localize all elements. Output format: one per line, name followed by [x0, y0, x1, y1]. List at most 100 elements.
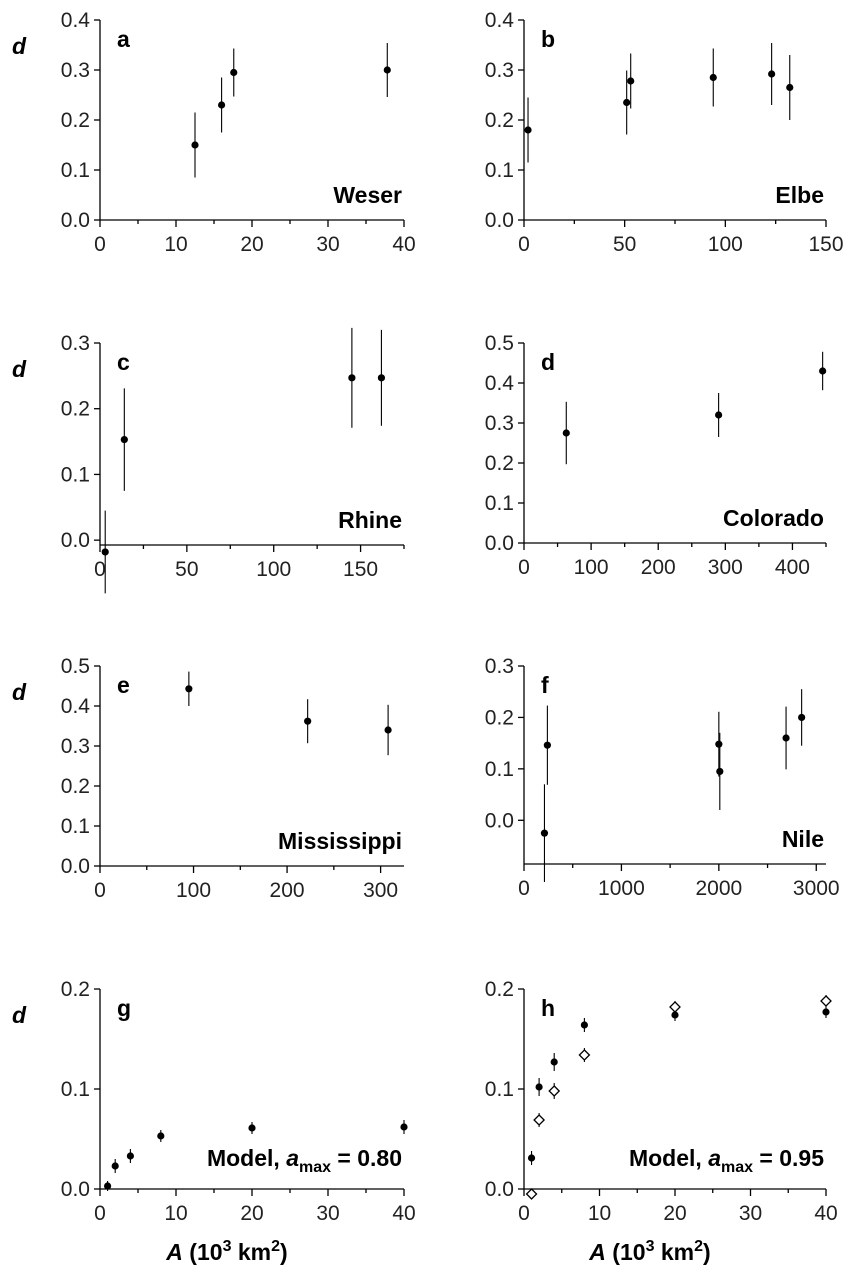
- data-point: [623, 98, 631, 107]
- y-tick-label: 0.4: [485, 9, 515, 32]
- data-point: [627, 77, 635, 85]
- y-tick-label: 0.1: [61, 159, 90, 182]
- y-tick-label: 0.2: [485, 706, 514, 729]
- data-point: [101, 548, 109, 556]
- x-tick-label: 0: [94, 558, 106, 581]
- panel-letter: g: [117, 995, 131, 1021]
- y-tick-label: 0.0: [61, 529, 90, 552]
- data-point: [550, 1058, 558, 1066]
- y-tick-label: 0.2: [61, 109, 90, 132]
- river-label: Colorado: [723, 505, 824, 531]
- x-tick-label: 40: [814, 1202, 837, 1225]
- data-point: [185, 685, 193, 693]
- model-annotation: Model, amax = 0.80: [207, 1145, 402, 1176]
- data-point-diamond: [578, 1049, 591, 1061]
- data-point: [377, 374, 386, 382]
- data-point: [527, 1154, 536, 1162]
- y-tick-label: 0.0: [485, 1178, 514, 1201]
- river-label: Weser: [333, 182, 402, 208]
- panel-b: 0.0 0.1 0.2 0.3 0.4 0 50 100 150 b Elbe: [485, 9, 844, 256]
- y-tick-label: 0.2: [485, 109, 514, 132]
- data-point: [383, 66, 391, 74]
- data-point: [400, 1123, 408, 1131]
- x-axis-label: A (103 km2): [165, 1238, 287, 1265]
- y-tick-label: 0.3: [61, 59, 90, 82]
- panel-e: 0.0 0.1 0.2 0.3 0.4 0.5 0 100 200 300 e d Mississipp…: [12, 655, 404, 902]
- y-tick-label: 0.2: [61, 978, 90, 1001]
- x-tick-label: 100: [708, 233, 743, 256]
- y-tick-label: 0.1: [485, 159, 514, 182]
- y-axis-label: d: [12, 33, 27, 59]
- x-tick-label: 40: [392, 233, 415, 256]
- data-point: [543, 741, 551, 749]
- data-point: [126, 1152, 134, 1160]
- y-tick-label: 0.4: [485, 372, 515, 395]
- data-point: [562, 429, 570, 437]
- data-point: [120, 436, 128, 444]
- data-point: [111, 1162, 119, 1170]
- x-tick-label: 300: [708, 556, 743, 579]
- data-point-diamond: [820, 995, 832, 1007]
- data-point: [348, 374, 356, 382]
- x-tick-label: 100: [256, 558, 291, 581]
- data-point: [230, 68, 238, 77]
- data-point: [384, 726, 392, 734]
- x-tick-label: 100: [574, 556, 609, 579]
- data-point: [715, 411, 723, 419]
- y-tick-label: 0.1: [61, 815, 90, 838]
- data-point: [768, 70, 776, 78]
- y-tick-label: 0.5: [485, 332, 514, 355]
- x-tick-label: 0: [518, 877, 530, 900]
- y-tick-label: 0.5: [61, 655, 90, 678]
- x-tick-label: 40: [392, 1202, 415, 1225]
- x-tick-label: 0: [94, 879, 106, 902]
- y-tick-label: 0.3: [61, 735, 90, 758]
- x-tick-label: 150: [808, 233, 843, 256]
- x-tick-label: 300: [363, 879, 398, 902]
- y-tick-label: 0.2: [485, 452, 514, 475]
- data-point: [535, 1083, 543, 1091]
- data-point: [191, 141, 199, 149]
- x-tick-label: 30: [739, 1202, 762, 1225]
- data-point: [248, 1124, 256, 1132]
- panel-a: 0.0 0.1 0.2 0.3 0.4 0 10 20 30 40 a d Weser: [12, 9, 416, 256]
- river-label: Rhine: [338, 507, 402, 533]
- x-tick-label: 50: [613, 233, 636, 256]
- x-tick-label: 20: [240, 233, 263, 256]
- y-tick-label: 0.1: [485, 492, 514, 515]
- data-point-diamond: [669, 1001, 681, 1013]
- x-tick-label: 0: [518, 1202, 530, 1225]
- y-tick-label: 0.0: [61, 209, 90, 232]
- x-tick-label: 0: [518, 556, 530, 579]
- y-tick-label: 0.3: [485, 412, 514, 435]
- x-tick-label: 400: [775, 556, 810, 579]
- panel-letter: a: [117, 26, 130, 52]
- data-point: [786, 83, 794, 92]
- x-tick-label: 10: [164, 233, 187, 256]
- data-point: [580, 1021, 589, 1029]
- y-tick-label: 0.3: [61, 332, 90, 355]
- data-point: [709, 73, 717, 82]
- y-tick-label: 0.1: [61, 1078, 90, 1101]
- x-tick-label: 100: [176, 879, 211, 902]
- y-tick-label: 0.0: [485, 532, 514, 555]
- data-point-diamond: [525, 1188, 538, 1200]
- x-tick-label: 200: [270, 879, 305, 902]
- x-tick-label: 20: [663, 1202, 686, 1225]
- y-tick-label: 0.1: [485, 758, 514, 781]
- x-tick-label: 50: [175, 558, 198, 581]
- panel-d: 0.0 0.1 0.2 0.3 0.4 0.5 0 100 200 300 400 d Colorado: [485, 332, 827, 579]
- x-tick-label: 1000: [598, 877, 645, 900]
- data-point: [822, 1008, 830, 1016]
- x-tick-label: 0: [518, 233, 530, 256]
- data-point: [218, 101, 226, 109]
- y-tick-label: 0.0: [485, 209, 514, 232]
- y-tick-label: 0.0: [61, 855, 90, 878]
- x-tick-label: 3000: [793, 877, 840, 900]
- data-point: [104, 1182, 112, 1190]
- data-point: [819, 367, 827, 375]
- y-tick-label: 0.2: [61, 398, 90, 421]
- panel-letter: c: [117, 349, 130, 375]
- data-point-diamond: [548, 1085, 561, 1097]
- data-point: [716, 767, 724, 776]
